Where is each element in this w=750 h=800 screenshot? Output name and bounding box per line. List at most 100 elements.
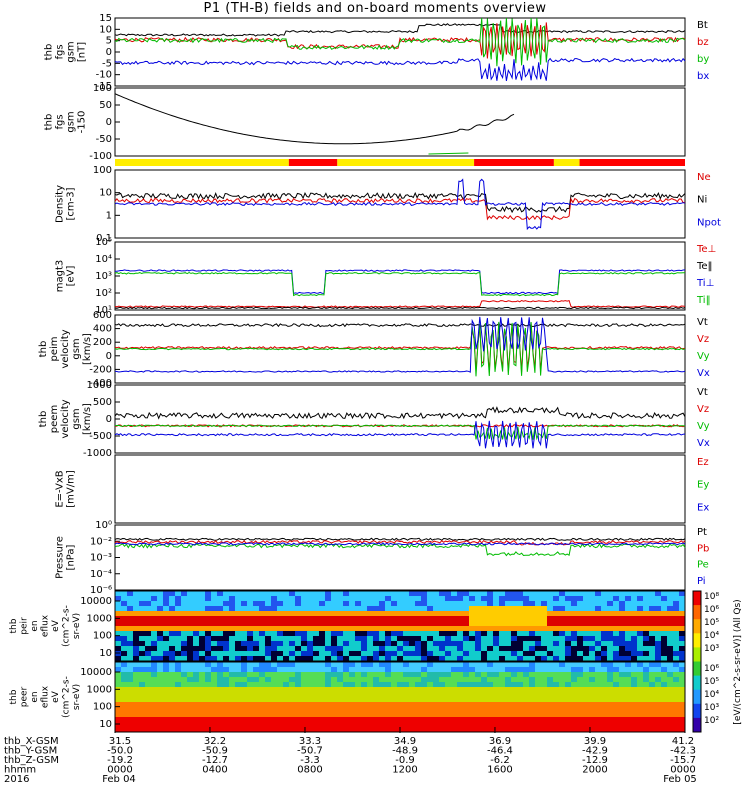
spectrogram-cell bbox=[199, 651, 206, 657]
spectrogram-cell bbox=[559, 631, 566, 637]
spectrogram-cell bbox=[559, 641, 566, 647]
spectrogram-cell bbox=[313, 672, 320, 678]
spectrogram-cell bbox=[283, 606, 290, 612]
spectrogram-cell bbox=[295, 591, 302, 597]
spectrogram-cell bbox=[673, 651, 680, 657]
mode-bar-segment bbox=[288, 159, 338, 166]
spectrogram-cell bbox=[175, 667, 182, 673]
spectrogram-cell bbox=[481, 712, 488, 718]
spectrogram-cell bbox=[127, 667, 134, 673]
spectrogram-cell bbox=[673, 636, 680, 642]
spectrogram-cell bbox=[529, 646, 536, 652]
spectrogram-cell bbox=[289, 722, 296, 728]
spectrogram-cell bbox=[331, 672, 338, 678]
spectrogram-cell bbox=[355, 591, 362, 597]
spectrogram-cell bbox=[427, 677, 434, 683]
spectrogram-cell bbox=[241, 601, 248, 607]
spectrogram-cell bbox=[337, 712, 344, 718]
spectrogram-cell bbox=[271, 672, 278, 678]
spectrogram-cell bbox=[325, 606, 332, 612]
spectrogram-cell bbox=[373, 677, 380, 683]
spectrogram-cell bbox=[649, 712, 656, 718]
spectrogram-cell bbox=[181, 712, 188, 718]
spectrogram-cell bbox=[373, 662, 380, 668]
spectrogram-cell bbox=[187, 717, 194, 723]
spectrogram-cell bbox=[349, 601, 356, 607]
spectrogram-cell bbox=[613, 651, 620, 657]
spectrogram-cell bbox=[649, 656, 656, 662]
spectrogram-cell bbox=[247, 702, 254, 708]
spectrogram-cell bbox=[505, 641, 512, 647]
spectrogram-cell bbox=[649, 672, 656, 678]
spectrogram-cell bbox=[385, 641, 392, 647]
spectrogram-cell bbox=[469, 682, 476, 688]
spectrogram-cell bbox=[475, 651, 482, 657]
spectrogram-cell bbox=[391, 677, 398, 683]
spectrogram-cell bbox=[385, 712, 392, 718]
spectrogram-cell bbox=[115, 641, 122, 647]
y-tick-label: 10⁰ bbox=[95, 520, 112, 531]
spectrogram-cell bbox=[631, 606, 638, 612]
spectrogram-cell bbox=[175, 682, 182, 688]
spectrogram-cell bbox=[499, 641, 506, 647]
spectrogram-cell bbox=[655, 646, 662, 652]
spectrogram-cell bbox=[121, 601, 128, 607]
spectrogram-cell bbox=[199, 631, 206, 637]
spectrogram-cell bbox=[283, 621, 290, 627]
spectrogram-cell bbox=[307, 611, 314, 617]
spectrogram-cell bbox=[355, 616, 362, 622]
spectrogram-cell bbox=[319, 616, 326, 622]
spectrogram-cell bbox=[445, 651, 452, 657]
spectrogram-cell bbox=[241, 672, 248, 678]
spectrogram-cell bbox=[445, 616, 452, 622]
spectrogram-cell bbox=[187, 621, 194, 627]
spectrogram-cell bbox=[445, 702, 452, 708]
spectrogram-cell bbox=[343, 672, 350, 678]
spectrogram-cell bbox=[613, 702, 620, 708]
spectrogram-cell bbox=[475, 621, 482, 627]
spectrogram-cell bbox=[367, 641, 374, 647]
panel-frame bbox=[114, 384, 686, 454]
spectrogram-cell bbox=[613, 662, 620, 668]
spectrogram-cell bbox=[469, 712, 476, 718]
spectrogram-cell bbox=[379, 616, 386, 622]
spectrogram-cell bbox=[619, 631, 626, 637]
spectrogram-cell bbox=[301, 672, 308, 678]
spectrogram-cell bbox=[535, 687, 542, 693]
spectrogram-cell bbox=[361, 707, 368, 713]
spectrogram-cell bbox=[145, 641, 152, 647]
spectrogram-cell bbox=[595, 667, 602, 673]
spectrogram-cell bbox=[601, 606, 608, 612]
spectrogram-cell bbox=[661, 636, 668, 642]
y-axis-label: (cm^2-s- bbox=[62, 605, 72, 647]
spectrogram-cell bbox=[403, 656, 410, 662]
spectrogram-cell bbox=[181, 667, 188, 673]
spectrogram-cell bbox=[211, 717, 218, 723]
spectrogram-cell bbox=[211, 596, 218, 602]
spectrogram-cell bbox=[331, 621, 338, 627]
spectrogram-cell bbox=[193, 656, 200, 662]
spectrogram-cell bbox=[121, 662, 128, 668]
spectrogram-cell bbox=[235, 636, 242, 642]
spectrogram-cell bbox=[505, 682, 512, 688]
spectrogram-cell bbox=[529, 702, 536, 708]
spectrogram-cell bbox=[379, 712, 386, 718]
spectrogram-cell bbox=[487, 591, 494, 597]
spectrogram-cell bbox=[181, 621, 188, 627]
y-tick-label: 1000 bbox=[87, 684, 112, 695]
spectrogram-cell bbox=[493, 702, 500, 708]
spectrogram-cell bbox=[373, 727, 380, 733]
spectrogram-cell bbox=[355, 662, 362, 668]
spectrogram-cell bbox=[133, 601, 140, 607]
spectrogram-cell bbox=[511, 727, 518, 733]
spectrogram-cell bbox=[289, 656, 296, 662]
spectrogram-cell bbox=[517, 636, 524, 642]
spectrogram-cell bbox=[265, 682, 272, 688]
spectrogram-cell bbox=[325, 641, 332, 647]
spectrogram-cell bbox=[487, 727, 494, 733]
spectrogram-cell bbox=[451, 656, 458, 662]
spectrogram-cell bbox=[271, 727, 278, 733]
spectrogram-cell bbox=[397, 646, 404, 652]
spectrogram-cell bbox=[157, 692, 164, 698]
spectrogram-cell bbox=[301, 651, 308, 657]
